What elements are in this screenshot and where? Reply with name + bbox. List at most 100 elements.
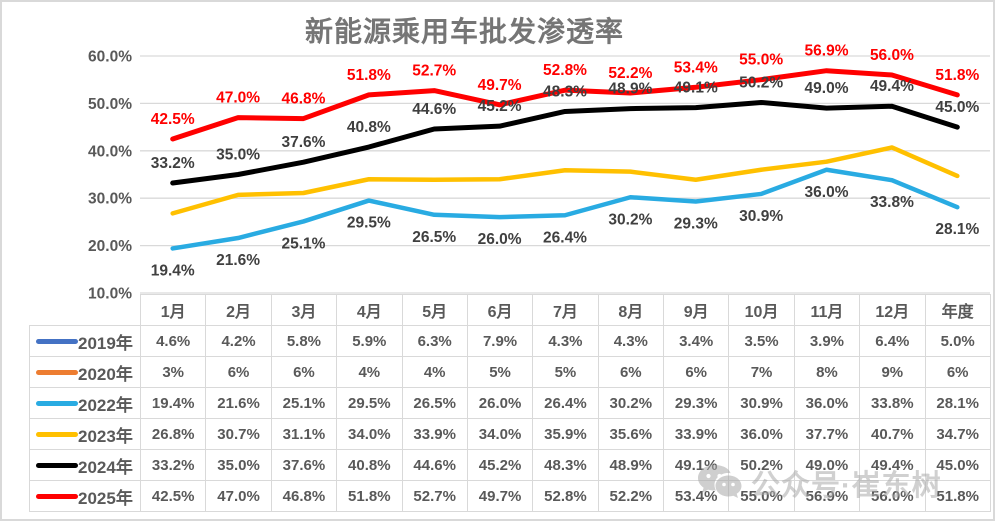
data-label-2022年: 19.4% — [151, 262, 195, 279]
table-cell: 4.2% — [205, 325, 272, 357]
data-label-2025年: 52.7% — [412, 63, 456, 80]
data-label-2025年: 52.8% — [543, 62, 587, 79]
legend-year-label: 2022年 — [78, 395, 133, 415]
table-cell: 49.0% — [793, 449, 861, 481]
month-header-cell: 4月 — [336, 294, 403, 326]
legend-marker-2025年 — [36, 493, 78, 499]
data-label-2024年: 49.0% — [805, 80, 849, 97]
data-label-2025年: 56.9% — [805, 43, 849, 60]
legend-cell-2022年: 2022年 — [29, 387, 141, 419]
series-line-2022年 — [170, 167, 960, 251]
table-cell: 30.9% — [728, 387, 795, 419]
table-cell: 6.4% — [859, 325, 926, 357]
table-cell: 4% — [336, 356, 403, 388]
table-cell: 34.0% — [336, 418, 403, 450]
data-label-2024年: 48.3% — [543, 83, 587, 100]
table-cell: 35.9% — [532, 418, 599, 450]
month-header-cell: 3月 — [270, 294, 338, 326]
data-label-2024年: 49.4% — [870, 78, 914, 95]
data-label-2022年: 25.1% — [281, 235, 325, 252]
data-label-2024年: 48.9% — [608, 81, 652, 98]
legend-marker-2023年 — [36, 431, 78, 437]
month-header-cell: 7月 — [532, 294, 599, 326]
y-axis-tick-label: 30.0% — [88, 191, 132, 208]
data-label-2024年: 49.1% — [674, 80, 718, 97]
legend-year-label: 2019年 — [78, 333, 133, 353]
month-header-cell: 5月 — [401, 294, 468, 326]
table-cell: 35.6% — [597, 418, 665, 450]
data-label-2022年: 26.0% — [478, 231, 522, 248]
month-header-cell: 2月 — [205, 294, 272, 326]
table-cell: 37.6% — [270, 449, 338, 481]
table-cell: 29.5% — [336, 387, 403, 419]
legend-marker-2019年 — [36, 338, 78, 344]
data-label-2022年: 21.6% — [216, 252, 260, 269]
table-cell: 52.2% — [597, 480, 665, 512]
table-cell: 33.8% — [859, 387, 926, 419]
data-label-2025年: 55.0% — [739, 52, 783, 69]
data-label-2025年: 46.8% — [281, 91, 325, 108]
table-cell: 28.1% — [924, 387, 991, 419]
table-cell: 33.9% — [401, 418, 468, 450]
legend-marker-2024年 — [36, 462, 78, 468]
data-label-2024年: 35.0% — [216, 147, 260, 164]
table-cell: 6% — [205, 356, 272, 388]
table-cell: 33.9% — [662, 418, 730, 450]
table-cell: 31.1% — [270, 418, 338, 450]
data-label-2025年: 52.2% — [608, 65, 652, 82]
table-cell: 52.7% — [401, 480, 468, 512]
table-cell: 3.5% — [728, 325, 795, 357]
data-label-2022年: 26.5% — [412, 229, 456, 246]
data-label-2022年: 30.2% — [608, 211, 652, 228]
table-cell: 34.7% — [924, 418, 991, 450]
legend-cell-2020年: 2020年 — [29, 356, 141, 388]
table-cell: 6% — [662, 356, 730, 388]
table-cell: 33.2% — [139, 449, 207, 481]
table-cell: 40.7% — [859, 418, 926, 450]
table-cell: 19.4% — [139, 387, 207, 419]
table-cell: 4.3% — [597, 325, 665, 357]
data-label-2025年: 53.4% — [674, 59, 718, 76]
table-cell: 46.8% — [270, 480, 338, 512]
legend-cell-2024年: 2024年 — [29, 449, 141, 481]
data-label-2024年: 33.2% — [151, 155, 195, 172]
table-cell: 48.3% — [532, 449, 599, 481]
table-cell: 45.2% — [466, 449, 534, 481]
data-label-2025年: 51.8% — [347, 67, 391, 84]
table-cell: 29.3% — [662, 387, 730, 419]
y-axis-tick-label: 60.0% — [88, 49, 132, 66]
data-label-2024年: 37.6% — [281, 134, 325, 151]
table-cell: 49.1% — [662, 449, 730, 481]
table-body: 2019年 4.6% 4.2% 5.8% 5.9% 6.3% 7.9% 4.3% 4.3% 3.4… — [29, 325, 991, 512]
corner-cell — [30, 295, 141, 326]
table-row-2025年: 2025年 42.5% 47.0% 46.8% 51.8% 52.7% 49.7% 52.8%… — [29, 480, 991, 512]
month-header-cell: 10月 — [728, 294, 795, 326]
data-label-2022年: 36.0% — [805, 184, 849, 201]
table-cell: 30.2% — [597, 387, 665, 419]
table-cell: 3.9% — [793, 325, 861, 357]
table-cell: 4.6% — [139, 325, 207, 357]
table-cell: 56.0% — [859, 480, 926, 512]
table-cell: 26.4% — [532, 387, 599, 419]
table-cell: 21.6% — [205, 387, 272, 419]
month-header-cell: 6月 — [466, 294, 534, 326]
legend-year-label: 2025年 — [78, 488, 133, 508]
table-cell: 30.7% — [205, 418, 272, 450]
data-label-2024年: 50.2% — [739, 74, 783, 91]
data-label-2024年: 44.6% — [412, 101, 456, 118]
table-cell: 40.8% — [336, 449, 403, 481]
series-line-2024年 — [170, 99, 960, 186]
legend-cell-2025年: 2025年 — [29, 480, 141, 512]
table-cell: 6.3% — [401, 325, 468, 357]
data-label-2024年: 45.2% — [478, 98, 522, 115]
data-label-2025年: 47.0% — [216, 90, 260, 107]
data-label-2022年: 33.8% — [870, 194, 914, 211]
legend-year-label: 2023年 — [78, 426, 133, 446]
legend-cell-2019年: 2019年 — [29, 325, 141, 357]
table-row-2020年: 2020年 3% 6% 6% 4% 4% 5% 5% 6% 6% 7% 8% 9% 6% — [29, 356, 991, 388]
month-header-cell: 9月 — [662, 294, 730, 326]
month-header-cell: 11月 — [793, 294, 861, 326]
y-axis-tick-label: 50.0% — [88, 96, 132, 113]
data-label-2022年: 29.5% — [347, 215, 391, 232]
